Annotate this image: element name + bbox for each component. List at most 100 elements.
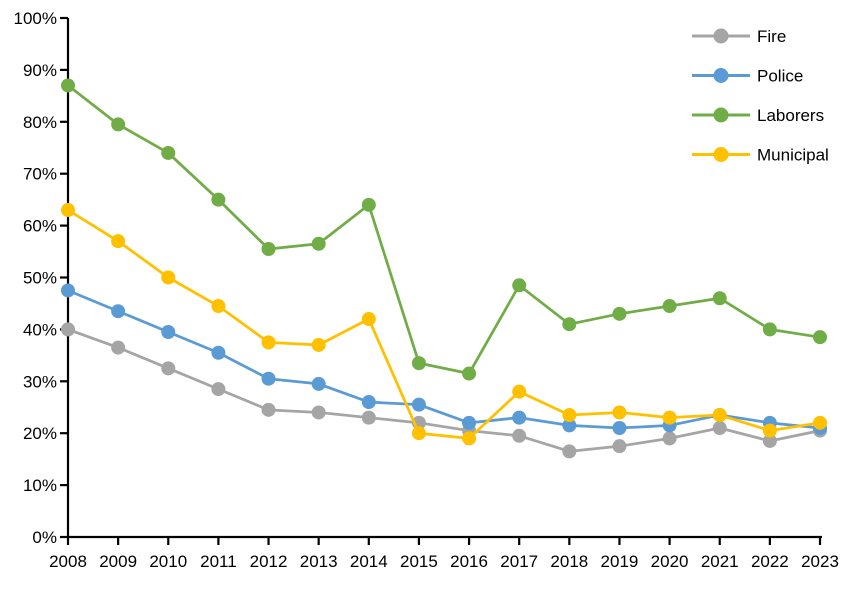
y-tick-label: 60% xyxy=(23,217,57,236)
series-police xyxy=(61,283,827,436)
x-tick-label: 2008 xyxy=(49,552,87,571)
legend-label: Laborers xyxy=(757,106,824,125)
series-municipal-point xyxy=(361,312,376,327)
series-fire-point xyxy=(512,428,527,443)
x-tick-label: 2011 xyxy=(200,552,237,571)
x-tick-label: 2019 xyxy=(601,552,639,571)
legend-label: Fire xyxy=(757,27,786,46)
series-police-point xyxy=(411,397,426,412)
series-municipal-point xyxy=(311,337,326,352)
series-laborers-point xyxy=(562,317,577,332)
series-municipal-point xyxy=(712,408,727,423)
series-police-line xyxy=(67,289,821,430)
x-tick-label: 2020 xyxy=(651,552,689,571)
legend-marker-swatch xyxy=(713,147,729,162)
x-tick-label: 2023 xyxy=(801,552,839,571)
y-tick-label: 20% xyxy=(23,424,57,443)
legend-item-fire: Fire xyxy=(692,27,786,46)
y-tick-label: 90% xyxy=(23,61,57,80)
series-municipal-point xyxy=(111,234,126,249)
series-laborers-point xyxy=(612,306,627,321)
x-tick-label: 2017 xyxy=(500,552,538,571)
legend-marker-swatch xyxy=(713,68,729,83)
y-tick-label: 0% xyxy=(32,528,57,547)
series-fire-point xyxy=(311,405,326,420)
y-tick-label: 80% xyxy=(23,113,57,132)
legend-item-police: Police xyxy=(692,67,803,86)
x-tick-label: 2018 xyxy=(550,552,588,571)
series-laborers-point xyxy=(712,291,727,306)
legend-marker-swatch xyxy=(713,28,729,44)
series-police-point xyxy=(311,376,326,391)
series-municipal-point xyxy=(462,431,477,446)
series-police-point xyxy=(61,283,75,298)
legend-item-laborers: Laborers xyxy=(692,106,824,125)
series-municipal-point xyxy=(813,415,827,430)
series-laborers-point xyxy=(361,197,376,212)
series-fire-point xyxy=(712,421,727,436)
series-police-point xyxy=(261,371,276,386)
series-fire-point xyxy=(662,431,677,446)
series-laborers-point xyxy=(111,117,126,132)
series-municipal-point xyxy=(762,423,777,438)
series-police-point xyxy=(161,324,176,339)
series-municipal-point xyxy=(612,405,627,420)
series-laborers-point xyxy=(662,299,677,314)
series-police-point xyxy=(361,395,376,410)
x-tick-label: 2015 xyxy=(400,552,438,571)
y-tick-label: 100% xyxy=(14,9,57,28)
series-laborers-point xyxy=(462,366,477,381)
series-fire xyxy=(61,322,827,459)
series-fire-point xyxy=(211,382,226,397)
series-laborers-point xyxy=(512,278,527,293)
x-tick-label: 2013 xyxy=(300,552,338,571)
series-laborers-point xyxy=(311,236,326,251)
series-fire-point xyxy=(161,361,176,376)
series-fire-point xyxy=(61,322,75,337)
series-fire-point xyxy=(361,410,376,425)
series-municipal-point xyxy=(662,410,677,425)
y-tick-label: 40% xyxy=(23,320,57,339)
legend-label: Police xyxy=(757,67,803,86)
legend-marker-swatch xyxy=(713,107,729,123)
y-tick-label: 50% xyxy=(23,269,57,288)
x-tick-label: 2014 xyxy=(350,552,388,571)
legend-item-municipal: Municipal xyxy=(692,146,829,165)
series-police-point xyxy=(111,304,126,319)
x-tick-label: 2021 xyxy=(701,552,739,571)
series-fire-point xyxy=(762,433,777,448)
series-laborers-line xyxy=(67,84,821,375)
x-axis-ticks xyxy=(66,537,822,545)
series-laborers-point xyxy=(762,322,777,337)
y-tick-label: 10% xyxy=(23,476,57,495)
x-tick-label: 2016 xyxy=(450,552,488,571)
series-laborers-point xyxy=(61,78,75,93)
x-tick-label: 2010 xyxy=(149,552,187,571)
series-fire-point xyxy=(261,402,276,417)
y-axis-ticks xyxy=(60,16,68,539)
series-laborers-point xyxy=(211,192,226,207)
series-fire-line xyxy=(67,328,821,453)
series-police-point xyxy=(462,415,477,430)
series-fire-point xyxy=(562,444,577,459)
legend-label: Municipal xyxy=(757,146,829,165)
axes xyxy=(66,18,822,539)
series-police-point xyxy=(211,345,226,360)
y-axis-labels: 0% 10% 20% 30% 40% 50% 60% 70% 80% 90% 100% xyxy=(14,9,57,547)
series-municipal-point xyxy=(61,203,75,218)
series-municipal-point xyxy=(411,426,426,441)
series-laborers xyxy=(61,78,827,381)
x-axis-labels: 2008 2009 2010 2011 2012 2013 2014 2015 2016 2017… xyxy=(49,552,839,571)
series-laborers-point xyxy=(261,241,276,256)
series-police-point xyxy=(562,418,577,433)
series-municipal-point xyxy=(512,384,527,399)
series-laborers-point xyxy=(161,145,176,160)
x-tick-label: 2012 xyxy=(250,552,288,571)
series-police-point xyxy=(512,410,527,425)
series-laborers-point xyxy=(411,356,426,371)
series-fire-point xyxy=(612,439,627,454)
x-tick-label: 2009 xyxy=(99,552,137,571)
y-tick-label: 30% xyxy=(23,372,57,391)
legend: Fire Police Laborers Municipal xyxy=(692,27,829,165)
